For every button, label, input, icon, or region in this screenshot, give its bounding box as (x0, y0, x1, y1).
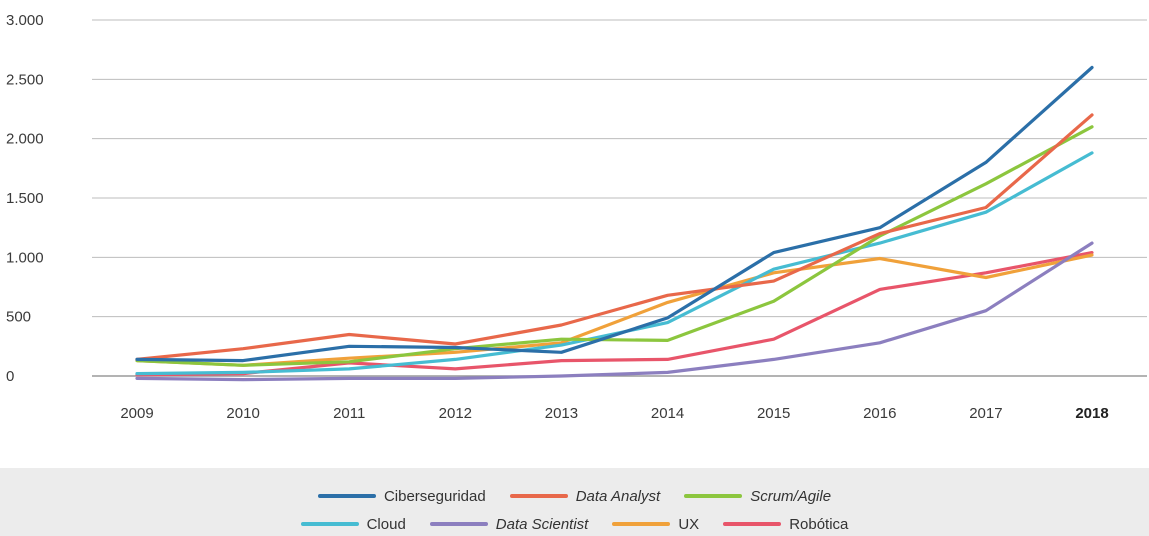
legend-label: Data Analyst (575, 487, 661, 505)
series-line-rob-tica (135, 251, 1094, 377)
legend-swatch (509, 494, 568, 498)
series-lines (135, 65, 1094, 382)
legend-row-1: Ciberseguridad Data Analyst Scrum/Agile (0, 484, 1149, 508)
y-tick-label: 500 (6, 309, 31, 326)
legend-label: Robótica (789, 515, 849, 533)
legend-item: Data Analyst (509, 487, 661, 505)
x-tick-label: 2018 (1075, 405, 1108, 422)
legend-label: UX (678, 515, 700, 533)
x-tick-label: 2013 (545, 405, 578, 422)
y-tick-label: 1.500 (6, 190, 44, 207)
x-tick-label: 2015 (757, 405, 790, 422)
legend-item: Robótica (723, 516, 848, 533)
series-line-data-analyst (135, 113, 1094, 361)
legend-item: Data Scientist (429, 515, 589, 533)
legend: Ciberseguridad Data Analyst Scrum/Agile Cl… (0, 468, 1149, 536)
series-line-ux (135, 253, 1094, 367)
series-line-scrum-agile (135, 125, 1094, 367)
x-tick-label: 2011 (333, 405, 365, 422)
y-axis: 0 500 1.000 1.500 2.000 2.500 3.000 (6, 12, 44, 385)
legend-item: UX (612, 516, 699, 533)
legend-swatch (723, 522, 782, 526)
legend-label: Scrum/Agile (750, 487, 832, 505)
y-tick-label: 3.000 (6, 12, 44, 29)
series-line-ciberseguridad (135, 65, 1094, 363)
legend-label: Data Scientist (495, 515, 589, 533)
legend-swatch (612, 522, 671, 526)
y-tick-label: 1.000 (6, 249, 44, 266)
legend-label: Ciberseguridad (383, 487, 486, 505)
x-tick-label: 2014 (651, 405, 684, 422)
x-tick-label: 2010 (226, 405, 259, 422)
x-tick-label: 2016 (863, 405, 896, 422)
legend-item: Scrum/Agile (684, 488, 831, 505)
y-tick-label: 0 (6, 368, 14, 385)
x-tick-label: 2009 (120, 405, 153, 422)
series-line-data-scientist (135, 241, 1094, 382)
grid-lines (92, 19, 1147, 377)
legend-swatch (684, 494, 743, 498)
legend-swatch (300, 522, 359, 526)
y-tick-label: 2.500 (6, 71, 44, 88)
y-tick-label: 2.000 (6, 131, 44, 148)
legend-item: Ciberseguridad (317, 487, 486, 505)
x-axis: 2009 2010 2011 2012 2013 2014 2015 2016 2017 2018 (120, 405, 1108, 422)
legend-swatch (429, 522, 488, 526)
legend-row-2: Cloud Data Scientist UX Robótica (0, 512, 1149, 536)
legend-item: Cloud (300, 515, 406, 533)
legend-label: Cloud (366, 515, 406, 533)
x-tick-label: 2012 (439, 405, 472, 422)
legend-swatch (317, 494, 376, 498)
x-tick-label: 2017 (969, 405, 1002, 422)
